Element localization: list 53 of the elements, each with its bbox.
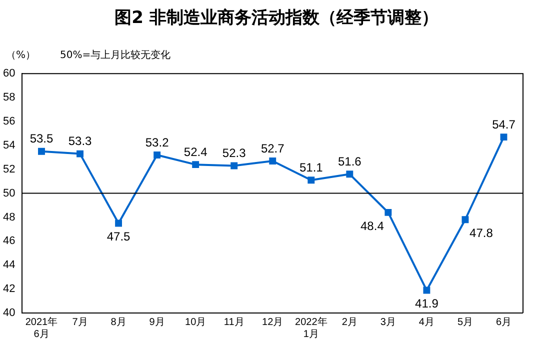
data-label: 47.8	[470, 226, 494, 240]
y-tick-label: 58	[2, 92, 16, 104]
x-tick-label: 2月	[342, 316, 358, 328]
y-tick-label: 48	[2, 211, 16, 224]
data-label: 53.3	[68, 134, 92, 148]
x-tick-label: 2021年6月	[25, 316, 58, 340]
data-label: 53.5	[30, 132, 54, 146]
y-tick-label: 42	[2, 283, 16, 296]
data-label: 52.7	[260, 141, 285, 156]
text: 50%=与上月比较无变化	[60, 48, 171, 62]
data-label: 53.2	[145, 135, 170, 150]
point	[500, 134, 508, 141]
data-label: 52.3	[222, 146, 246, 160]
x-tick-label: 4月	[418, 316, 434, 328]
point	[38, 148, 45, 155]
x-tick-label: 11月	[224, 316, 244, 328]
point	[230, 162, 238, 170]
point	[76, 150, 84, 158]
y-tick-label: 54	[2, 139, 16, 152]
x-tick-label: 12月	[262, 316, 284, 328]
x-tick-label: 2022年1月	[295, 316, 328, 340]
x-tick-label: 5月	[457, 316, 473, 328]
point	[115, 220, 122, 227]
data-label: 51.6	[338, 154, 362, 168]
x-tick-label: 9月	[149, 316, 165, 328]
point	[462, 216, 469, 224]
y-axis-title: （%）	[6, 49, 36, 62]
data-label: 52.4	[184, 144, 208, 159]
y-tick-label: 46	[2, 235, 16, 248]
point	[384, 208, 392, 216]
y-tick-label: 56	[2, 116, 16, 128]
data-label: 54.7	[492, 117, 516, 132]
data-label: 48.4	[360, 218, 384, 233]
y-tick-label: 44	[2, 259, 16, 272]
point	[423, 286, 430, 294]
data-label: 41.9	[415, 296, 439, 311]
y-tick-label: 52	[2, 163, 16, 176]
point	[308, 176, 315, 184]
point	[192, 161, 200, 168]
point	[269, 158, 276, 164]
x-tick-label: 10月	[185, 316, 206, 328]
data-label: 51.1	[299, 160, 324, 174]
chart-title: 图2 非制造业商务活动指数（经季节调整）	[114, 7, 440, 29]
y-tick-label: 50	[2, 187, 16, 200]
y-tick-label: 60	[2, 68, 16, 80]
point	[154, 152, 161, 158]
point	[346, 170, 354, 178]
x-tick-label: 3月	[380, 316, 396, 328]
data-label: 47.5	[106, 230, 131, 244]
x-tick-label: 8月	[110, 316, 126, 328]
y-tick-label: 40	[2, 307, 16, 320]
x-tick-label: 7月	[72, 316, 88, 328]
x-tick-label: 6月	[496, 316, 512, 328]
